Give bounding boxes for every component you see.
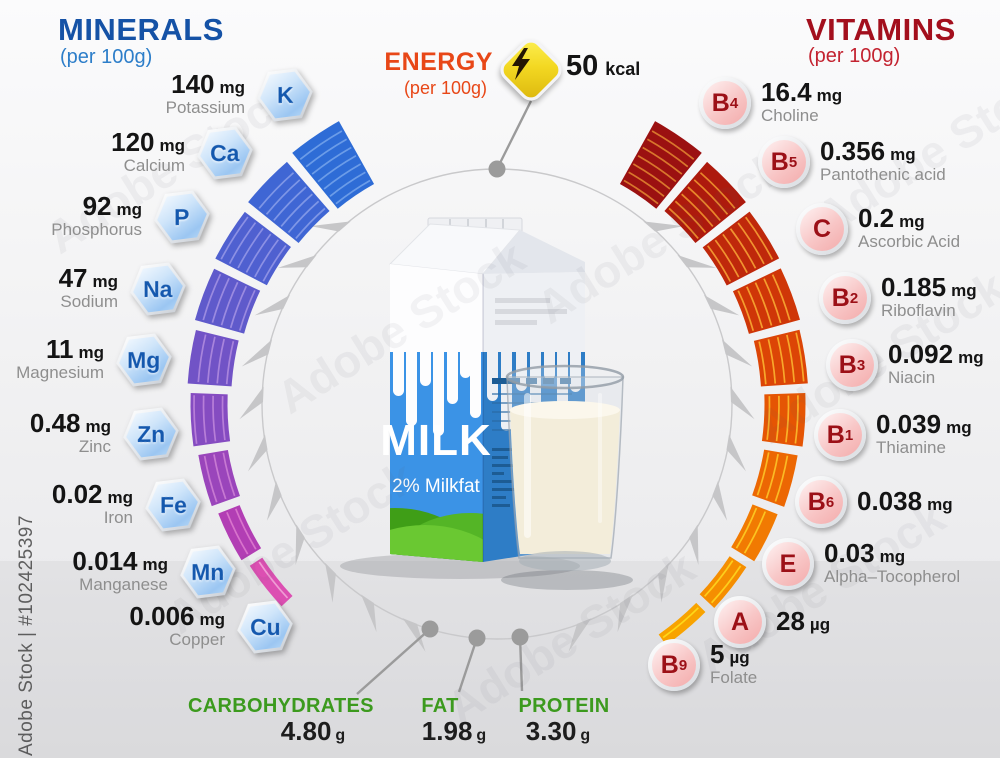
- vitamins-subtitle: (per 100g): [808, 45, 901, 67]
- vitamin-badge: C: [796, 203, 848, 255]
- energy-value: 50 kcal: [566, 50, 641, 82]
- carbohydrates-label: CARBOHYDRATES: [188, 695, 374, 717]
- mineral-row-iron: 0.02 mg Iron Fe: [52, 476, 201, 534]
- energy-subtitle: (per 100g): [403, 78, 487, 98]
- mineral-badge: Zn: [120, 406, 182, 462]
- fat-label: FAT: [421, 695, 459, 717]
- mineral-row-zinc: 0.48 mg Zinc Zn: [30, 405, 179, 463]
- vitamin-badge: E: [762, 538, 814, 590]
- carton-subtitle: 2% Milkfat: [392, 476, 480, 497]
- energy-title: ENERGY: [384, 48, 493, 76]
- lightning-bolt-glyph: [509, 48, 553, 92]
- mineral-badge: Mn: [177, 544, 239, 600]
- carbohydrates-value: 4.80 g: [280, 716, 346, 746]
- mineral-row-calcium: 120 mg Calcium Ca: [111, 124, 253, 182]
- mineral-badge: Ca: [194, 125, 256, 181]
- mineral-row-phosphorus: 92 mg Phosphorus P: [51, 188, 210, 246]
- vitamin-row-a: A 28 µg: [714, 594, 830, 650]
- carton-brand: MILK: [380, 416, 492, 465]
- radial-dial: [187, 100, 808, 695]
- vitamin-row-e: E 0.03 mg Alpha–Tocopherol: [762, 536, 960, 592]
- mineral-badge: Mg: [113, 332, 175, 388]
- mineral-badge: Cu: [234, 599, 296, 655]
- vitamins-title: VITAMINS: [806, 12, 956, 47]
- mineral-badge: P: [151, 189, 213, 245]
- milk-glass: [501, 364, 633, 590]
- protein-label: PROTEIN: [518, 695, 610, 717]
- mineral-row-manganese: 0.014 mg Manganese Mn: [72, 543, 236, 601]
- protein-value: 3.30 g: [525, 716, 591, 746]
- minerals-subtitle: (per 100g): [60, 46, 153, 68]
- mineral-row-potassium: 140 mg Potassium K: [166, 66, 313, 124]
- vitamin-badge: A: [714, 596, 766, 648]
- lightning-icon: [495, 34, 567, 106]
- mineral-badge: Na: [127, 261, 189, 317]
- mineral-row-copper: 0.006 mg Copper Cu: [129, 598, 293, 656]
- vitamin-row-c: C 0.2 mg Ascorbic Acid: [796, 201, 960, 257]
- mineral-badge: Fe: [142, 477, 204, 533]
- stock-watermark: Adobe Stock | #102425397: [16, 515, 37, 756]
- mineral-row-sodium: 47 mg Sodium Na: [59, 260, 186, 318]
- fat-value: 1.98 g: [421, 716, 487, 746]
- mineral-badge: K: [254, 67, 316, 123]
- mineral-row-magnesium: 11 mg Magnesium Mg: [16, 331, 172, 389]
- minerals-title: MINERALS: [58, 12, 224, 47]
